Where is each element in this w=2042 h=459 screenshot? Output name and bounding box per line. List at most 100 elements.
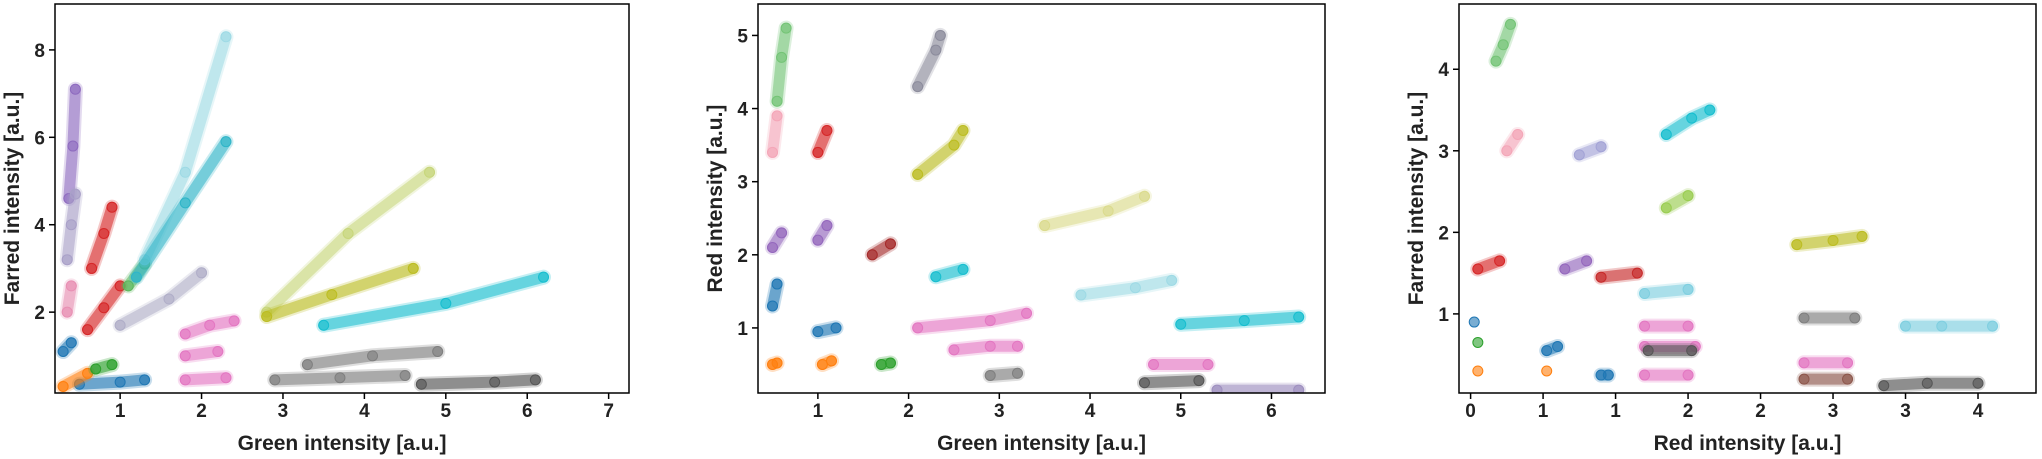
point bbox=[69, 83, 81, 95]
cluster-contour bbox=[177, 370, 234, 388]
plot-area bbox=[1468, 16, 2000, 393]
point bbox=[1472, 263, 1484, 275]
point bbox=[1642, 345, 1654, 357]
point bbox=[1039, 220, 1051, 232]
point bbox=[812, 146, 824, 158]
x-tick-label: 3 bbox=[994, 401, 1005, 422]
point bbox=[1202, 358, 1214, 370]
cluster-band bbox=[1595, 267, 1643, 283]
x-tick-label: 3 bbox=[1828, 401, 1839, 422]
point bbox=[1595, 271, 1607, 283]
point bbox=[1972, 377, 1984, 389]
y-tick-label: 2 bbox=[34, 303, 45, 324]
point bbox=[1682, 283, 1694, 295]
point bbox=[984, 369, 996, 381]
point bbox=[1129, 282, 1141, 294]
point bbox=[1490, 55, 1502, 67]
point bbox=[1798, 373, 1810, 385]
point bbox=[57, 345, 69, 357]
point bbox=[821, 220, 833, 232]
point bbox=[179, 197, 191, 209]
point bbox=[767, 146, 779, 158]
x-tick-label: 5 bbox=[1175, 401, 1186, 422]
point bbox=[1211, 384, 1223, 393]
y-tick-label: 4 bbox=[34, 216, 45, 237]
point bbox=[1849, 312, 1861, 324]
panel: 0 1 1 2 2 3 3 4 1 2 3 4 Red intensity [a.u.] Farred i… bbox=[1405, 3, 2037, 455]
y-axis-title: Farred intensity [a.u.] bbox=[1405, 92, 1428, 306]
cluster-contour bbox=[910, 305, 1034, 336]
x-tick-label: 2 bbox=[196, 401, 207, 422]
point bbox=[1639, 369, 1651, 381]
x-tick-label: 6 bbox=[522, 401, 533, 422]
panel: 1 2 3 4 5 6 7 2 4 6 8 Green intensity [a.u.] Farred … bbox=[1, 3, 630, 455]
y-axis-title: Farred intensity [a.u.] bbox=[1, 92, 24, 306]
point bbox=[538, 271, 550, 283]
point bbox=[1660, 202, 1672, 214]
x-tick-label: 1 bbox=[115, 401, 126, 422]
point bbox=[1138, 377, 1150, 389]
point bbox=[130, 271, 142, 283]
x-tick-label: 1 bbox=[1610, 401, 1621, 422]
point bbox=[1193, 375, 1205, 387]
point bbox=[1602, 369, 1614, 381]
point bbox=[196, 267, 208, 279]
x-tick-label: 4 bbox=[1973, 401, 1984, 422]
point bbox=[812, 326, 824, 338]
point bbox=[771, 95, 783, 107]
point bbox=[771, 357, 783, 369]
point bbox=[821, 124, 833, 136]
point bbox=[67, 140, 79, 152]
panel: 1 2 3 4 5 6 1 2 3 4 5 Green intensity [a.u.] Red int… bbox=[704, 3, 1326, 455]
point bbox=[1504, 18, 1516, 30]
point bbox=[780, 22, 792, 34]
point bbox=[1686, 112, 1698, 124]
point bbox=[884, 357, 896, 369]
cluster-contour bbox=[910, 123, 971, 182]
point bbox=[1798, 357, 1810, 369]
point bbox=[1682, 320, 1694, 332]
x-tick-label: 1 bbox=[813, 401, 824, 422]
point bbox=[440, 297, 452, 309]
x-tick-label: 6 bbox=[1266, 401, 1277, 422]
point bbox=[301, 359, 313, 371]
point bbox=[342, 227, 354, 239]
point bbox=[1842, 357, 1854, 369]
point bbox=[1021, 307, 1033, 319]
point bbox=[163, 293, 175, 305]
point bbox=[179, 350, 191, 362]
point bbox=[1686, 345, 1698, 357]
point bbox=[1468, 316, 1480, 328]
point bbox=[179, 374, 191, 386]
x-axis-title: Green intensity [a.u.] bbox=[238, 432, 447, 455]
point bbox=[1798, 312, 1810, 324]
point bbox=[816, 358, 828, 370]
x-axis-title: Green intensity [a.u.] bbox=[937, 432, 1146, 455]
point bbox=[1552, 341, 1564, 353]
point bbox=[984, 340, 996, 352]
point bbox=[1559, 263, 1571, 275]
point bbox=[106, 201, 118, 213]
y-tick-label: 1 bbox=[1438, 305, 1449, 326]
point bbox=[106, 359, 118, 371]
point bbox=[1512, 128, 1524, 140]
plot-frame bbox=[757, 3, 1326, 394]
point bbox=[1541, 365, 1553, 377]
y-tick-label: 1 bbox=[737, 319, 748, 340]
y-axis-title: Red intensity [a.u.] bbox=[704, 105, 727, 293]
point bbox=[957, 124, 969, 136]
point bbox=[1238, 315, 1250, 327]
point bbox=[1148, 358, 1160, 370]
x-tick-label: 1 bbox=[1538, 401, 1549, 422]
cluster-band bbox=[179, 372, 232, 386]
point bbox=[1631, 267, 1643, 279]
point bbox=[98, 227, 110, 239]
y-tick-label: 8 bbox=[34, 41, 45, 62]
point bbox=[65, 219, 77, 231]
point bbox=[1541, 345, 1553, 357]
point bbox=[269, 374, 281, 386]
plot-area bbox=[55, 29, 551, 393]
point bbox=[179, 328, 191, 340]
point bbox=[1639, 288, 1651, 300]
